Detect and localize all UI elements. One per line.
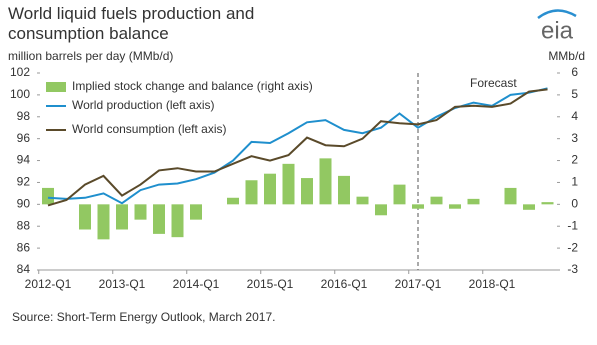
annotation: Forecast <box>470 76 517 90</box>
y2-tick-label: -2 <box>567 240 578 254</box>
x-tick-label: 2016-Q1 <box>321 277 368 291</box>
subtitle: million barrels per day (MMb/d) <box>8 49 173 63</box>
legend-label: World production (left axis) <box>72 98 215 112</box>
x-tick-label: 2012-Q1 <box>25 277 72 291</box>
y2-tick-label: 2 <box>571 153 578 167</box>
bar <box>393 184 406 205</box>
y-tick-label: 96 <box>17 131 31 145</box>
bar <box>79 204 91 230</box>
bar <box>116 204 128 230</box>
x-tick-label: 2015-Q1 <box>247 277 294 291</box>
bar <box>264 173 276 205</box>
bar <box>430 196 443 205</box>
y-tick-label: 84 <box>17 262 31 276</box>
legend-label: World consumption (left axis) <box>72 122 227 136</box>
bar <box>375 204 387 216</box>
bar <box>227 197 239 205</box>
line <box>47 88 548 207</box>
chart-title: World liquid fuels production and consum… <box>8 4 255 43</box>
bar <box>319 158 332 205</box>
x-tick-label: 2014-Q1 <box>173 277 220 291</box>
bar <box>134 204 147 220</box>
y2-tick-label: 3 <box>571 131 578 145</box>
y2-tick-label: 6 <box>571 65 578 79</box>
bar <box>356 196 369 205</box>
bar <box>523 204 535 210</box>
y2-axis-label: MMb/d <box>548 49 585 63</box>
y-tick-label: 100 <box>10 87 30 101</box>
bar <box>153 204 165 234</box>
y2-tick-label: -3 <box>567 262 578 276</box>
y2-tick-label: 0 <box>571 197 578 211</box>
y-tick-label: 86 <box>17 240 31 254</box>
bar <box>467 198 480 205</box>
y-tick-label: 94 <box>17 153 31 167</box>
y2-tick-label: -1 <box>567 218 578 232</box>
x-tick-label: 2017-Q1 <box>395 277 442 291</box>
y-tick-label: 98 <box>17 109 31 123</box>
logo-arc <box>537 9 577 20</box>
bar <box>97 204 110 240</box>
y-tick-label: 88 <box>17 218 31 232</box>
y-tick-label: 92 <box>17 175 31 189</box>
bar <box>338 175 350 205</box>
logo: eia <box>541 17 574 44</box>
y2-tick-label: 4 <box>571 109 578 123</box>
y2-tick-label: 1 <box>571 175 578 189</box>
bar <box>504 187 517 205</box>
legend-label: Implied stock change and balance (right … <box>72 79 313 93</box>
y2-tick-label: 5 <box>571 87 578 101</box>
bar <box>282 163 295 205</box>
y-tick-label: 102 <box>10 65 30 79</box>
bar <box>449 204 461 209</box>
bar <box>171 204 184 238</box>
bar <box>245 180 258 205</box>
x-tick-label: 2018-Q1 <box>469 277 516 291</box>
source: Source: Short-Term Energy Outlook, March… <box>12 310 275 324</box>
x-tick-label: 2013-Q1 <box>99 277 146 291</box>
bar <box>42 187 54 205</box>
bar <box>301 178 313 205</box>
bar <box>190 204 202 220</box>
y-tick-label: 90 <box>17 197 31 211</box>
line <box>47 87 548 205</box>
bar <box>541 202 554 205</box>
legend-key <box>46 82 66 92</box>
bar <box>412 204 424 209</box>
